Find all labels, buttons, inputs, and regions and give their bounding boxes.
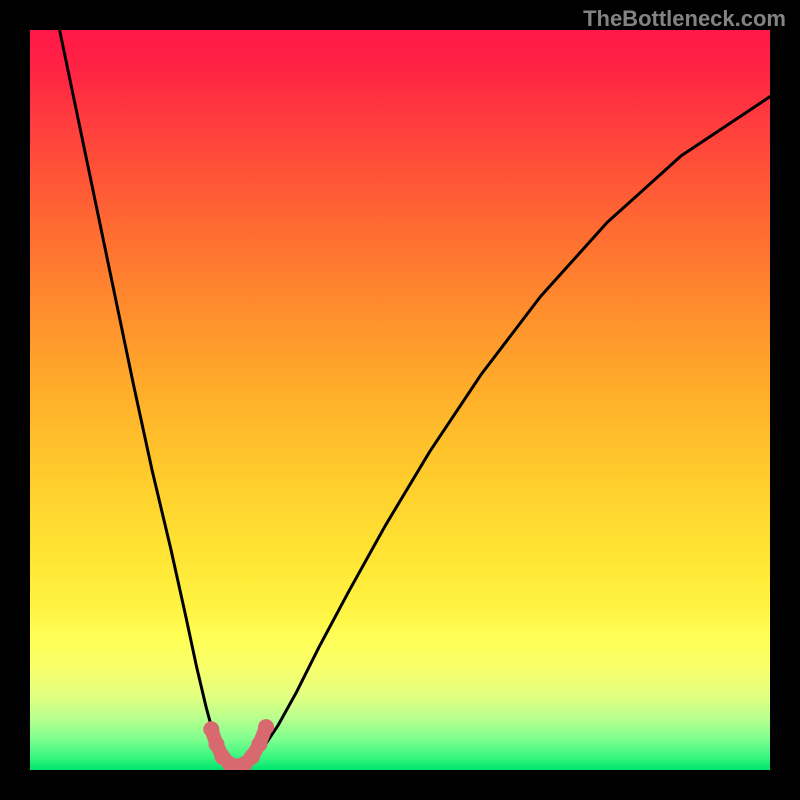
marker-dot	[203, 721, 219, 737]
gradient-background	[30, 30, 770, 770]
marker-dot	[258, 719, 274, 735]
marker-dot	[251, 736, 267, 752]
plot-area	[30, 30, 770, 770]
chart-svg	[30, 30, 770, 770]
watermark-text: TheBottleneck.com	[583, 6, 786, 32]
